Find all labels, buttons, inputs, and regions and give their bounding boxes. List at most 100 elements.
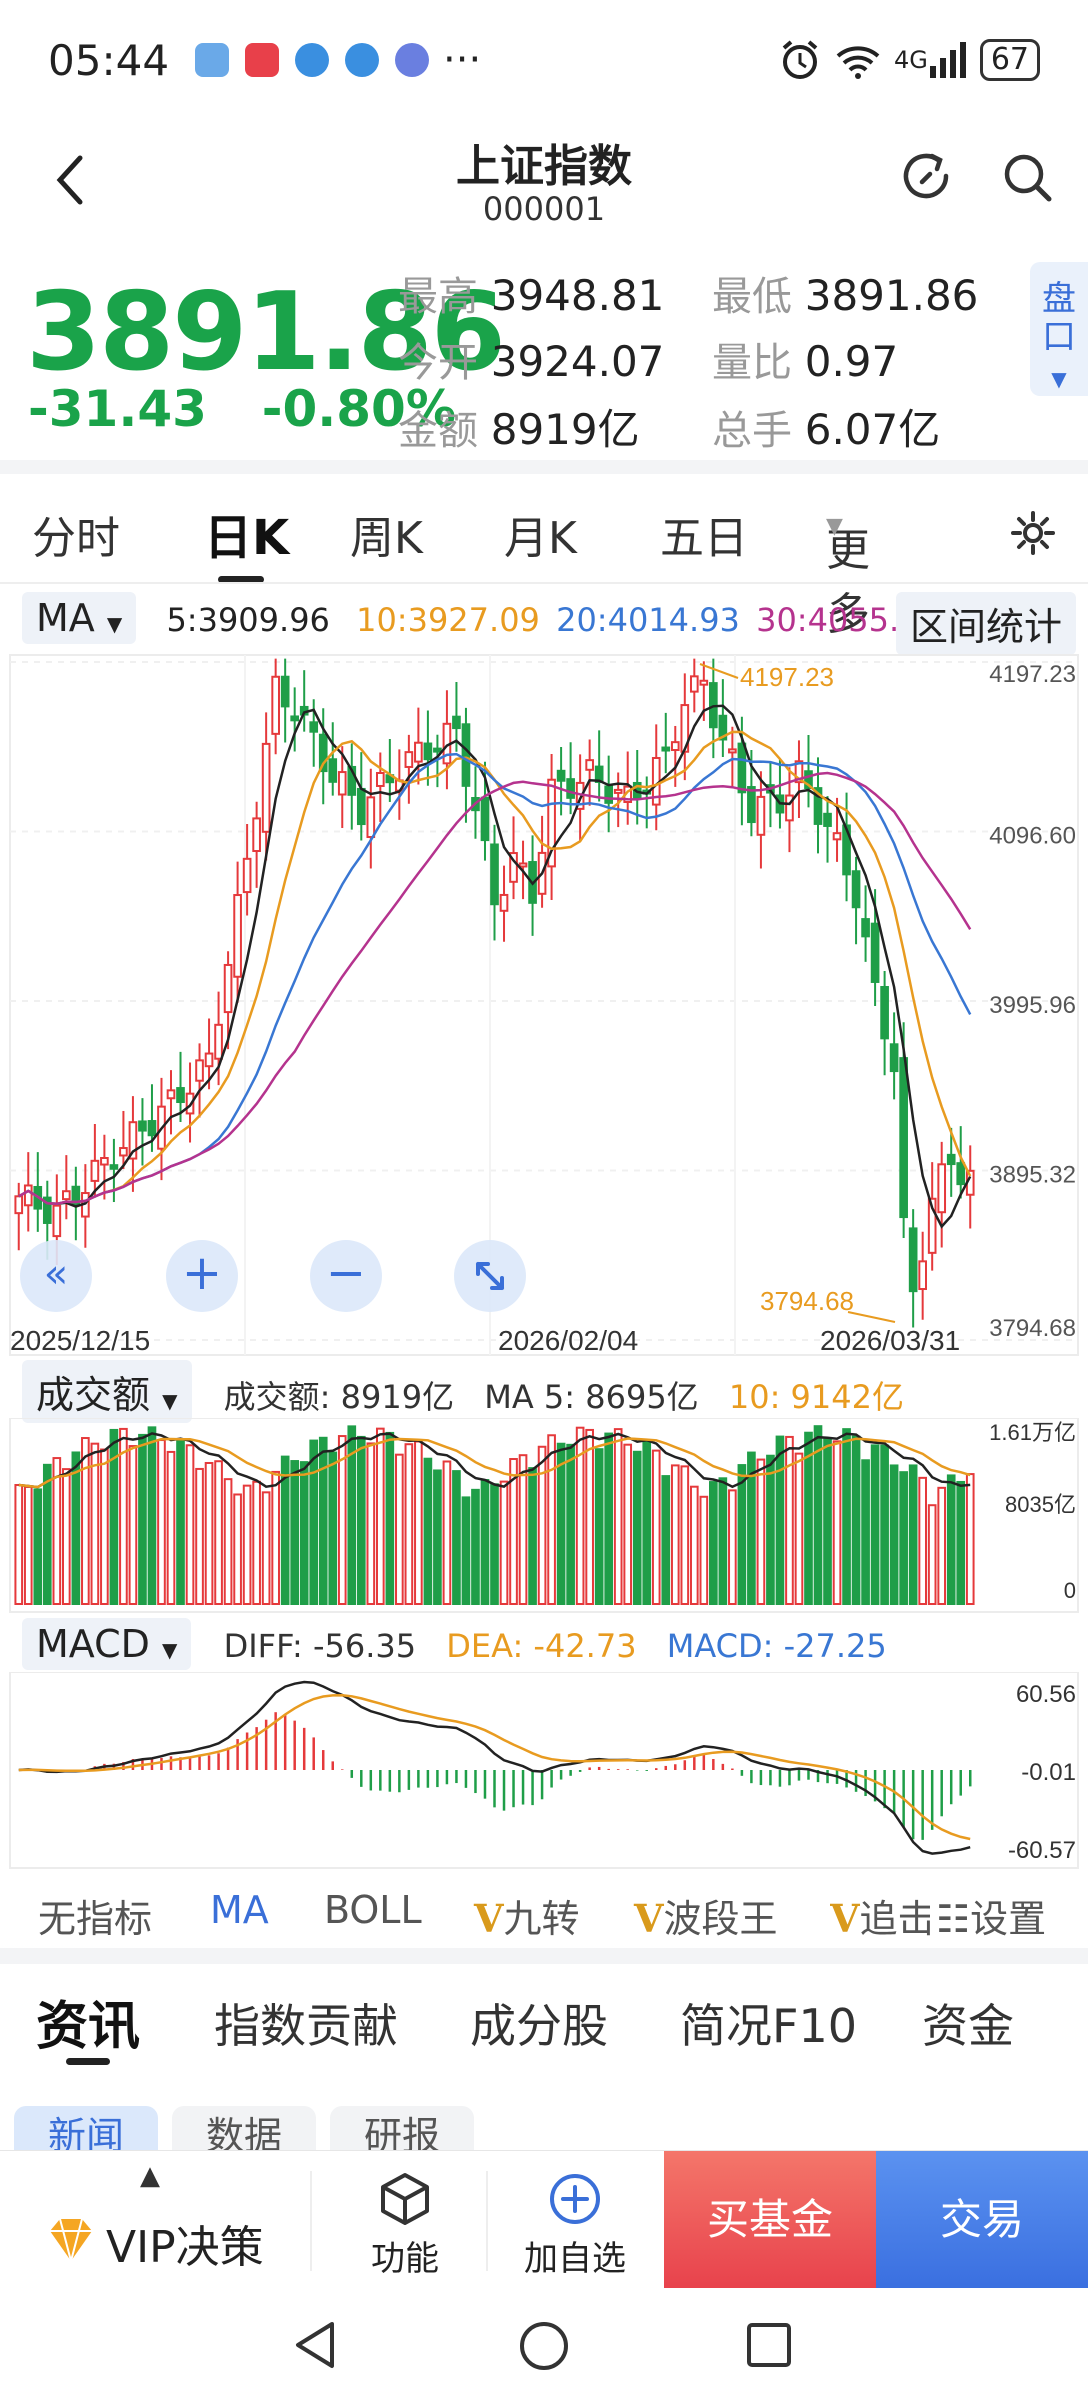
trade-button[interactable]: 交易: [876, 2151, 1088, 2289]
more-notifications-icon: ···: [443, 37, 482, 83]
volume-bar: [842, 1428, 851, 1606]
pankou-button[interactable]: 盘口 ▼: [1030, 262, 1088, 396]
tab-daily-k[interactable]: 日K: [204, 510, 290, 566]
volume-frame: [9, 1418, 1079, 1613]
low-stat: 最低 3891.86: [712, 264, 978, 322]
candle-body: [956, 1162, 966, 1186]
candle-body: [52, 1204, 62, 1238]
alarm-icon: [782, 40, 818, 79]
vip-decision-label: VIP决策: [106, 2222, 264, 2273]
divider: [310, 2171, 312, 2271]
volume-bar: [632, 1450, 642, 1605]
volume-bar: [728, 1489, 737, 1605]
indicator-ma[interactable]: MA: [210, 1888, 269, 1932]
volume-bar: [480, 1479, 490, 1605]
volume-selector[interactable]: 成交额 ▼: [22, 1360, 192, 1423]
volume-ma5: MA 5: 8695亿: [484, 1378, 699, 1416]
refresh-icon[interactable]: [898, 148, 956, 206]
candle-body: [804, 770, 813, 790]
tab-index-contribution[interactable]: 指数贡献: [214, 1999, 398, 2053]
candle-body: [290, 715, 300, 722]
volume-bar: [433, 1469, 442, 1606]
buy-fund-button[interactable]: 买基金: [664, 2151, 876, 2289]
volume-bar: [509, 1458, 518, 1606]
candle-body: [318, 733, 328, 773]
candle-body: [271, 675, 280, 735]
ma5-value: 5:3909.96: [166, 601, 330, 639]
fullscreen-button[interactable]: [454, 1240, 526, 1312]
volume-bar: [195, 1467, 204, 1605]
range-stats-button[interactable]: 区间统计: [895, 592, 1076, 655]
volume-bar: [642, 1440, 652, 1606]
indicator-none[interactable]: 无指标: [38, 1897, 153, 1941]
volume-bar: [832, 1440, 842, 1605]
volume-tick-label: 0: [1064, 1578, 1076, 1603]
plus-icon: +: [181, 1245, 223, 1301]
volume-bar: [461, 1496, 471, 1605]
wifi-icon: [836, 46, 880, 79]
tab-five-day[interactable]: 五日: [660, 513, 748, 564]
indicator-zhuiji[interactable]: V追击: [830, 1888, 930, 1943]
minus-icon: −: [325, 1245, 367, 1301]
tab-funds[interactable]: 资金: [922, 1999, 1014, 2053]
volume-bar: [851, 1435, 861, 1606]
candle-body: [356, 787, 366, 826]
macd-selector-label: MACD: [36, 1622, 150, 1666]
nav-back-icon[interactable]: [290, 2318, 340, 2372]
volume-bar: [518, 1454, 528, 1605]
add-watchlist-button[interactable]: 加自选: [500, 2151, 650, 2289]
search-icon[interactable]: [1000, 150, 1056, 206]
volume-bar: [823, 1438, 832, 1606]
volume-bar: [23, 1485, 33, 1605]
volume-bar: [689, 1485, 699, 1605]
indicator-boduanwang[interactable]: V波段王: [634, 1888, 778, 1943]
diff-line: [18, 1680, 971, 1855]
indicator-settings[interactable]: ☷设置: [932, 1888, 1047, 1943]
indicator-boll[interactable]: BOLL: [324, 1888, 422, 1932]
gear-icon[interactable]: [1010, 510, 1056, 556]
vip-decision-button[interactable]: ▲ VIP决策: [0, 2151, 310, 2289]
tab-f10[interactable]: 简况F10: [680, 1999, 857, 2053]
volume-bar: [423, 1457, 433, 1605]
indicator-jiuzhuan[interactable]: V九转: [474, 1888, 580, 1943]
candle-body: [880, 986, 889, 1040]
tab-fenshi[interactable]: 分时: [32, 513, 120, 564]
tab-news-info[interactable]: 资讯: [36, 1997, 141, 2057]
x-tick-label: 2026/03/31: [820, 1325, 960, 1356]
candle-body: [556, 769, 566, 782]
tab-constituents[interactable]: 成分股: [470, 1999, 608, 2053]
header: 上证指数 000001: [0, 120, 1088, 250]
volume-chart[interactable]: 1.61万亿 8035亿 0: [0, 1418, 1088, 1614]
candle-body: [242, 857, 252, 894]
tab-weekly-k[interactable]: 周K: [350, 513, 423, 564]
dropdown-icon: ▼: [162, 1638, 178, 1662]
zoom-in-button[interactable]: +: [166, 1240, 238, 1312]
macd-chart[interactable]: 60.56 -0.01 -60.57: [0, 1672, 1088, 1870]
hands-stat: 总手 6.07亿: [712, 396, 940, 457]
candle-body: [728, 748, 737, 754]
back-icon[interactable]: [50, 152, 90, 208]
nav-recents-icon[interactable]: [744, 2320, 794, 2370]
candle-body: [90, 1159, 100, 1182]
candle-body: [661, 746, 671, 752]
scroll-left-button[interactable]: «: [20, 1240, 92, 1312]
tab-monthly-k[interactable]: 月K: [504, 513, 577, 564]
candle-body: [613, 788, 623, 794]
zoom-out-button[interactable]: −: [310, 1240, 382, 1312]
macd-selector[interactable]: MACD ▼: [22, 1618, 192, 1670]
volume-bar: [309, 1439, 319, 1606]
volume-bar: [585, 1428, 594, 1605]
candle-body: [604, 785, 614, 804]
candle-body: [689, 675, 699, 693]
change-percent: -0.80%: [261, 380, 456, 438]
vol-ratio-label: 量比: [712, 340, 792, 386]
nav-home-icon[interactable]: [516, 2318, 572, 2374]
low-value: 3891.86: [804, 271, 979, 320]
ma-selector[interactable]: MA ▼: [22, 592, 137, 644]
function-button[interactable]: 功能: [330, 2151, 480, 2289]
volume-bar: [613, 1428, 623, 1606]
chevron-up-icon: ▲: [140, 2161, 160, 2191]
price-change: -31.43 -0.80%: [28, 380, 456, 438]
volume-bar: [366, 1442, 376, 1605]
kline-chart[interactable]: 4197.23 4096.60 3995.96 3895.32 3794.68 2025/…: [0, 650, 1088, 1360]
